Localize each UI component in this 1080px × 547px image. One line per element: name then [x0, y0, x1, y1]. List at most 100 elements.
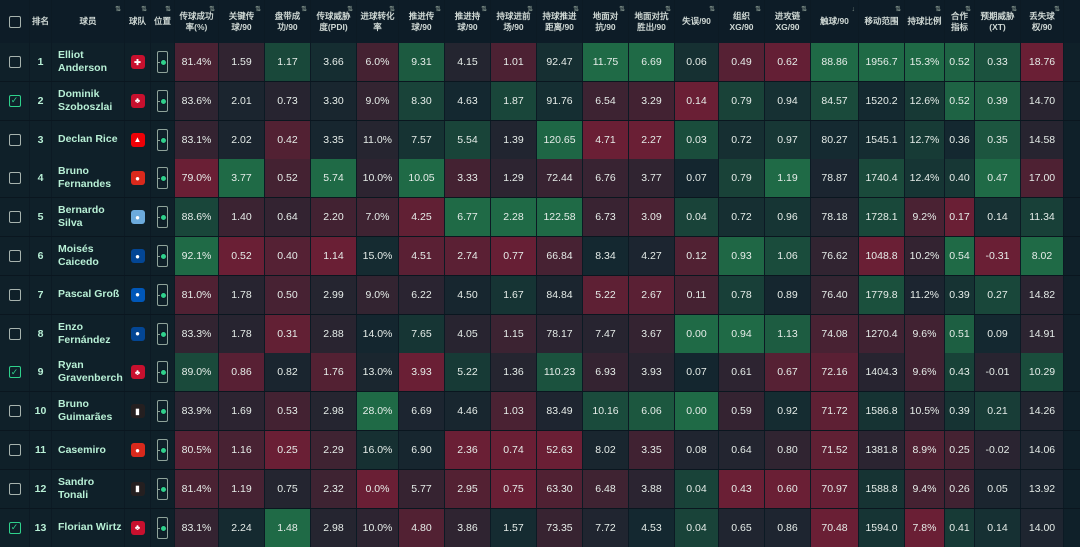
player-name[interactable]: Declan Rice [52, 120, 125, 159]
row-checkbox[interactable] [8, 327, 21, 340]
sort-icon[interactable]: ⇅ [301, 6, 307, 13]
header-cell[interactable]: 推进传球/90 ⇅ [399, 0, 445, 43]
select-all-checkbox[interactable] [8, 15, 21, 28]
header-cell[interactable]: 传球成功率(%) ⇅ [175, 0, 219, 43]
header-cell[interactable]: 预期威胁(XT) ⇅ [975, 0, 1021, 43]
row-checkbox[interactable] [8, 444, 21, 456]
row-checkbox[interactable] [8, 56, 21, 68]
header-cell[interactable]: 失误/90 ⇅ [675, 0, 719, 43]
select-cell[interactable] [0, 159, 30, 198]
row-checkbox[interactable] [8, 172, 21, 185]
player-name[interactable]: Dominik Szoboszlai [52, 81, 125, 120]
header-cell[interactable]: 地面对抗/90 ⇅ [583, 0, 629, 43]
player-name[interactable]: Florian Wirtz [52, 508, 125, 547]
player-name[interactable]: Elliot Anderson [52, 43, 125, 81]
header-cell[interactable]: 合作指标 ⇅ [945, 0, 975, 43]
player-name[interactable]: Bernardo Silva [52, 198, 125, 237]
table-row[interactable]: 4 Bruno Fernandes ● 79.0% 3.77 0.52 5.74 10.0% 1… [0, 159, 1080, 199]
row-checkbox[interactable] [8, 250, 21, 262]
sort-icon[interactable]: ⇅ [141, 6, 147, 13]
sort-icon[interactable]: ⇅ [895, 6, 901, 13]
player-name[interactable]: Ryan Gravenberch [52, 353, 125, 392]
select-cell[interactable] [0, 392, 30, 431]
table-row[interactable]: 6 Moisés Caicedo ● 92.1% 0.52 0.40 1.14 15.0% 4.… [0, 237, 1080, 276]
row-checkbox[interactable] [8, 405, 21, 418]
header-cell[interactable]: 盘带成功/90 ⇅ [265, 0, 311, 43]
table-row[interactable]: ✓ 2 Dominik Szoboszlai ♣ 83.6% 2.01 0.73 3.30 9.… [0, 81, 1080, 121]
sort-icon[interactable]: ⇅ [389, 6, 395, 13]
header-cell[interactable]: 球员 ⇅ [52, 0, 125, 43]
row-checkbox[interactable]: ✓ [8, 521, 21, 534]
select-cell[interactable] [0, 43, 30, 81]
player-name[interactable]: Pascal Groß [52, 275, 125, 314]
table-row[interactable]: 7 Pascal Groß ● 81.0% 1.78 0.50 2.99 9.0% 6.22 4.… [0, 275, 1080, 315]
header-cell[interactable]: 移动范围 ⇅ [859, 0, 905, 43]
sort-icon[interactable]: ⇅ [255, 6, 261, 13]
sort-icon[interactable]: ⇅ [965, 6, 971, 13]
sort-icon[interactable]: ⇅ [527, 6, 533, 13]
table-row[interactable]: 8 Enzo Fernández ● 83.3% 1.78 0.31 2.88 14.0% 7.… [0, 314, 1080, 354]
sort-icon[interactable]: ⇅ [755, 6, 761, 13]
select-cell[interactable] [0, 198, 30, 237]
sort-icon[interactable]: ⇅ [801, 6, 807, 13]
table-row[interactable]: 10 Bruno Guimarães ▮ 83.9% 1.69 0.53 2.98 28.0%… [0, 392, 1080, 432]
table-row[interactable]: 5 Bernardo Silva ● 88.6% 1.40 0.64 2.20 7.0% 4.2… [0, 198, 1080, 238]
row-checkbox[interactable] [8, 133, 21, 146]
sort-icon[interactable]: ⇅ [481, 6, 487, 13]
header-cell[interactable]: 持球推进距离/90 ⇅ [537, 0, 583, 43]
header-cell[interactable]: 推进持球/90 ⇅ [445, 0, 491, 43]
select-cell[interactable] [0, 275, 30, 314]
select-cell[interactable]: ✓ [0, 81, 30, 120]
header-cell[interactable]: 地面对抗胜出/90 ⇅ [629, 0, 675, 43]
sort-icon[interactable]: ⇅ [347, 6, 353, 13]
select-cell[interactable] [0, 431, 30, 469]
player-name[interactable]: Bruno Guimarães [52, 392, 125, 431]
header-cell[interactable]: 丢失球权/90 ⇅ [1021, 0, 1064, 43]
header-cell[interactable]: 持球比例 ⇅ [905, 0, 945, 43]
row-checkbox[interactable]: ✓ [8, 94, 21, 107]
table-row[interactable]: ✓ 13 Florian Wirtz ♣ 83.1% 2.24 1.48 2.98 10.0% 4… [0, 508, 1080, 547]
select-cell[interactable]: ✓ [0, 508, 30, 547]
player-name[interactable]: Casemiro [52, 431, 125, 469]
sort-icon[interactable]: ⇅ [935, 6, 941, 13]
table-row[interactable]: 11 Casemiro ● 80.5% 1.16 0.25 2.29 16.0% 6.90 2.3… [0, 431, 1080, 470]
select-cell[interactable]: ✓ [0, 353, 30, 392]
header-cell[interactable]: 触球/90 ↓ [811, 0, 859, 43]
header-cell[interactable]: 进攻链XG/90 ⇅ [765, 0, 811, 43]
header-cell[interactable]: 进球转化率 ⇅ [357, 0, 399, 43]
player-name[interactable]: Sandro Tonali [52, 469, 125, 508]
sort-icon[interactable]: ⇅ [665, 6, 671, 13]
select-cell[interactable] [0, 314, 30, 353]
header-cell[interactable]: 球队 ⇅ [125, 0, 151, 43]
row-checkbox[interactable]: ✓ [8, 366, 21, 379]
header-cell[interactable]: 传球威胁度(PDI) ⇅ [311, 0, 357, 43]
table-row[interactable]: 1 Elliot Anderson ✚ 81.4% 1.59 1.17 3.66 6.0% 9.… [0, 43, 1080, 82]
sort-icon[interactable]: ⇅ [619, 6, 625, 13]
header-cell[interactable]: 排名 [30, 0, 52, 43]
table-row[interactable]: 3 Declan Rice ▲ 83.1% 2.02 0.42 3.35 11.0% 7.57 5… [0, 120, 1080, 160]
sort-icon[interactable]: ⇅ [1011, 6, 1017, 13]
header-cell[interactable]: 持球进前场/90 ⇅ [491, 0, 537, 43]
header-cell[interactable]: 关键传球/90 ⇅ [219, 0, 265, 43]
select-cell[interactable] [0, 120, 30, 159]
sort-icon[interactable]: ⇅ [435, 6, 441, 13]
sort-icon[interactable]: ⇅ [1054, 6, 1060, 13]
row-checkbox[interactable] [8, 482, 21, 495]
sort-icon[interactable]: ⇅ [709, 6, 715, 13]
table-row[interactable]: ✓ 9 Ryan Gravenberch ♣ 89.0% 0.86 0.82 1.76 13.0… [0, 353, 1080, 393]
row-checkbox[interactable] [8, 211, 21, 224]
header-cell[interactable]: 组织XG/90 ⇅ [719, 0, 765, 43]
sort-icon[interactable]: ⇅ [115, 6, 121, 13]
sort-icon[interactable]: ⇅ [165, 6, 171, 13]
header-cell[interactable]: 位置 ⇅ [151, 0, 175, 43]
table-row[interactable]: 12 Sandro Tonali ▮ 81.4% 1.19 0.75 2.32 0.0% 5.7… [0, 469, 1080, 509]
player-name[interactable]: Bruno Fernandes [52, 159, 125, 198]
select-cell[interactable] [0, 469, 30, 508]
row-checkbox[interactable] [8, 288, 21, 301]
sort-icon[interactable]: ↓ [851, 6, 856, 13]
sort-icon[interactable]: ⇅ [209, 6, 215, 13]
player-name[interactable]: Moisés Caicedo [52, 237, 125, 275]
player-name[interactable]: Enzo Fernández [52, 314, 125, 353]
select-cell[interactable] [0, 237, 30, 275]
sort-icon[interactable]: ⇅ [573, 6, 579, 13]
